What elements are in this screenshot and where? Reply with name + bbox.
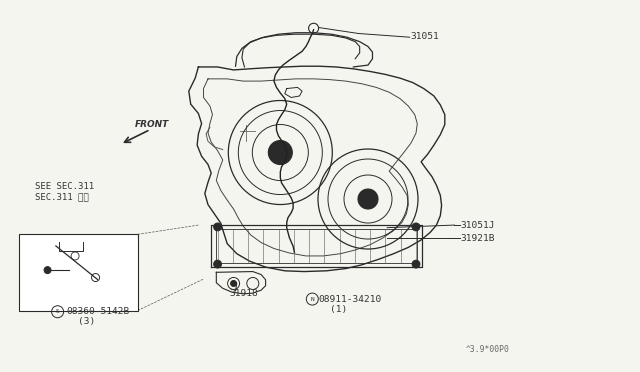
Circle shape [214,223,221,231]
Text: 31051J: 31051J [461,221,495,230]
Text: (1): (1) [330,305,347,314]
Circle shape [273,144,288,161]
Circle shape [412,223,420,231]
Text: 08360-5142B-: 08360-5142B- [67,307,136,316]
Text: 08911-34210: 08911-34210 [319,295,382,304]
Text: 31921B: 31921B [461,234,495,243]
Text: 31918: 31918 [229,289,258,298]
Circle shape [230,280,237,286]
Text: SEC.311 参照: SEC.311 参照 [35,192,89,201]
Circle shape [44,267,51,274]
Text: N: N [310,296,314,302]
Circle shape [412,260,420,268]
Text: 31051: 31051 [411,32,440,41]
Text: FRONT: FRONT [134,120,169,129]
Text: ^3.9*00P0: ^3.9*00P0 [466,345,510,354]
Text: (3): (3) [78,317,95,326]
Text: SEE SEC.311: SEE SEC.311 [35,182,94,190]
Bar [19,234,138,311]
Text: S: S [56,309,60,314]
Circle shape [214,260,221,268]
Circle shape [268,141,292,164]
Circle shape [358,189,378,209]
